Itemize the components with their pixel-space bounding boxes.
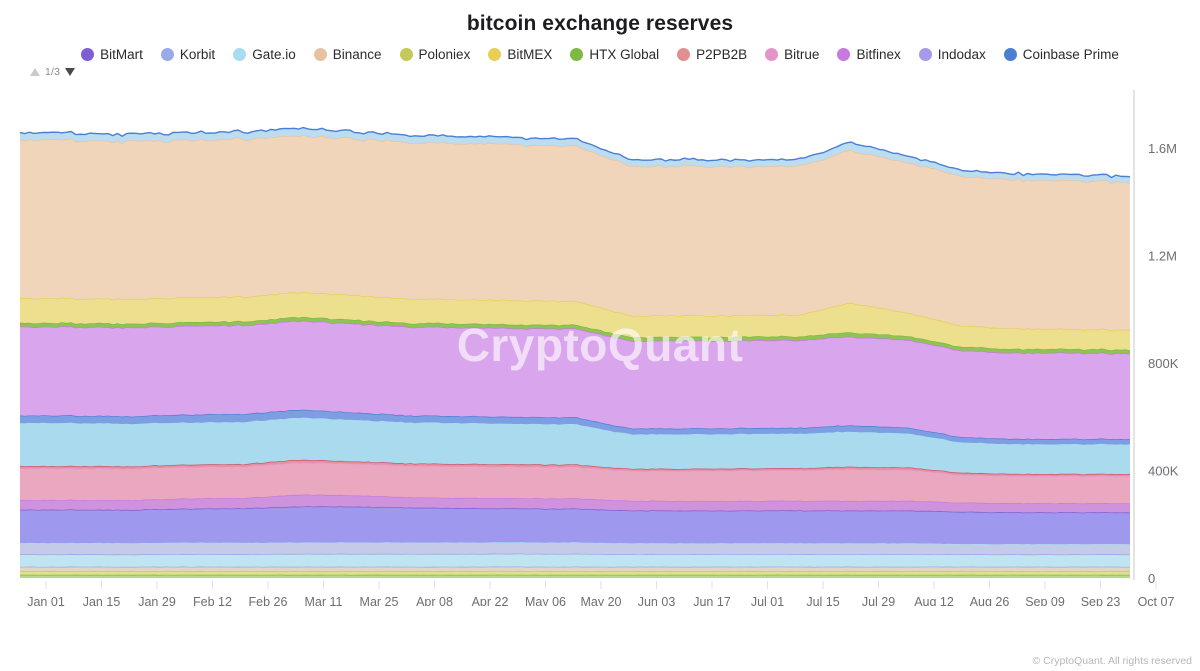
legend-item-htx-global[interactable]: HTX Global [561, 47, 668, 62]
x-axis-tick-label: Jun 03 [638, 595, 676, 606]
y-axis-tick-label: 0 [1148, 571, 1155, 586]
area-band-poloniex [20, 570, 1130, 575]
x-axis-tick-label: Mar 11 [305, 595, 343, 606]
area-band-bitfinex-2 [20, 320, 1130, 440]
legend-page-count: 1/3 [45, 66, 61, 79]
legend-item-label: BitMEX [507, 47, 553, 63]
legend-swatch-icon [233, 48, 247, 62]
legend-item-bitrue[interactable]: Bitrue [756, 47, 828, 62]
legend-item-korbit[interactable]: Korbit [152, 47, 224, 62]
legend-item-bitmart[interactable]: BitMart [72, 47, 152, 62]
area-band-binance [20, 135, 1130, 331]
legend-item-binance[interactable]: Binance [305, 47, 391, 62]
x-axis-tick-label: Jan 01 [27, 595, 65, 606]
legend-swatch-icon [1003, 48, 1017, 62]
x-axis-tick-label: Jan 15 [83, 595, 121, 606]
x-axis-tick-label: Mar 25 [360, 595, 399, 606]
area-band-bitmart [20, 506, 1130, 545]
legend-item-coinbase-prime[interactable]: Coinbase Prime [995, 47, 1128, 62]
area-line-coinbase-prime-2 [19, 126, 1131, 179]
legend-item-label: Bitfinex [856, 47, 901, 63]
area-band-bitrue [20, 462, 1130, 504]
area-band-coinbase-prime [20, 409, 1130, 445]
x-axis-tick-label: May 20 [581, 595, 622, 606]
area-band-bitfinex [20, 494, 1130, 513]
area-band-bitmex [20, 292, 1130, 351]
legend-swatch-icon [918, 48, 932, 62]
legend-item-label: Indodax [937, 47, 986, 63]
legend-swatch-icon [677, 48, 691, 62]
y-axis-tick-label: 1.2M [1148, 248, 1177, 263]
x-axis-tick-label: Aug 26 [970, 595, 1010, 606]
legend-item-label: Binance [332, 47, 382, 63]
area-band-korbit [20, 566, 1130, 572]
page-title: bitcoin exchange reserves [466, 12, 734, 35]
legend-item-label: P2PB2B [696, 47, 748, 63]
area-band-htx-global-2 [20, 316, 1130, 355]
legend-pager: 1/3 [30, 66, 1200, 78]
legend-swatch-icon [570, 48, 584, 62]
stacked-area-chart[interactable]: 0 400K 800K 1.2M 1.6M Jan 01 Jan 15 Jan 29 Feb 1… [0, 86, 1200, 606]
area-band-indodax [20, 553, 1130, 568]
chart-legend: BitMart Korbit Gate.io Binance Poloniex BitME… [0, 47, 1200, 62]
x-axis-tick-label: Jul 01 [751, 595, 784, 606]
legend-item-label: Korbit [179, 47, 216, 63]
legend-swatch-icon [837, 48, 851, 62]
x-axis-tick-label: Oct 07 [1138, 595, 1175, 606]
legend-item-bitfinex[interactable]: Bitfinex [828, 47, 909, 62]
legend-swatch-icon [160, 48, 174, 62]
legend-swatch-icon [488, 48, 502, 62]
legend-item-label: BitMart [100, 47, 143, 63]
legend-item-poloniex[interactable]: Poloniex [391, 47, 480, 62]
legend-item-indodax[interactable]: Indodax [910, 47, 995, 62]
x-axis-tick-label: Jun 17 [693, 595, 731, 606]
x-axis-tick-label: Feb 26 [249, 595, 288, 606]
legend-item-label: Bitrue [784, 47, 820, 63]
legend-item-label: Poloniex [418, 47, 471, 63]
area-band-gate-io-2 [20, 417, 1130, 475]
legend-item-label: Gate.io [252, 47, 296, 63]
x-axis-tick-label: Jul 29 [862, 595, 895, 606]
copyright-footer: © CryptoQuant. All rights reserved [1032, 655, 1192, 667]
x-axis-tick-label: Aug 12 [914, 595, 954, 606]
legend-swatch-icon [81, 48, 95, 62]
legend-swatch-icon [399, 48, 413, 62]
x-axis-tick-label: May 06 [525, 595, 566, 606]
legend-item-label: HTX Global [589, 47, 660, 63]
x-axis-tick-label: Apr 22 [472, 595, 509, 606]
legend-item-p2pb2b[interactable]: P2PB2B [668, 47, 756, 62]
triangle-up-icon[interactable] [30, 68, 40, 77]
y-axis-tick-label: 400K [1148, 464, 1179, 479]
triangle-down-icon[interactable] [65, 68, 76, 77]
x-axis-tick-label: Sep 09 [1025, 595, 1065, 606]
x-axis-tick-label: Jan 29 [138, 595, 176, 606]
y-axis-tick-label: 1.6M [1148, 141, 1177, 156]
x-axis-tick-label: Apr 08 [416, 595, 453, 606]
area-line-indodax [19, 552, 1131, 556]
x-axis-tick-label: Sep 23 [1081, 595, 1121, 606]
chart-plot-area: 0 400K 800K 1.2M 1.6M Jan 01 Jan 15 Jan 29 Feb 1… [0, 86, 1200, 606]
legend-item-bitmex[interactable]: BitMEX [479, 47, 561, 62]
area-band-gate-io [20, 542, 1130, 555]
legend-item-label: Coinbase Prime [1022, 47, 1119, 63]
x-axis-tick-label: Jul 15 [806, 595, 839, 606]
x-axis-tick-label: Feb 12 [193, 595, 232, 606]
y-axis-tick-label: 800K [1148, 356, 1179, 371]
legend-swatch-icon [765, 48, 779, 62]
legend-swatch-icon [313, 48, 327, 62]
legend-item-gate-io[interactable]: Gate.io [224, 47, 305, 62]
